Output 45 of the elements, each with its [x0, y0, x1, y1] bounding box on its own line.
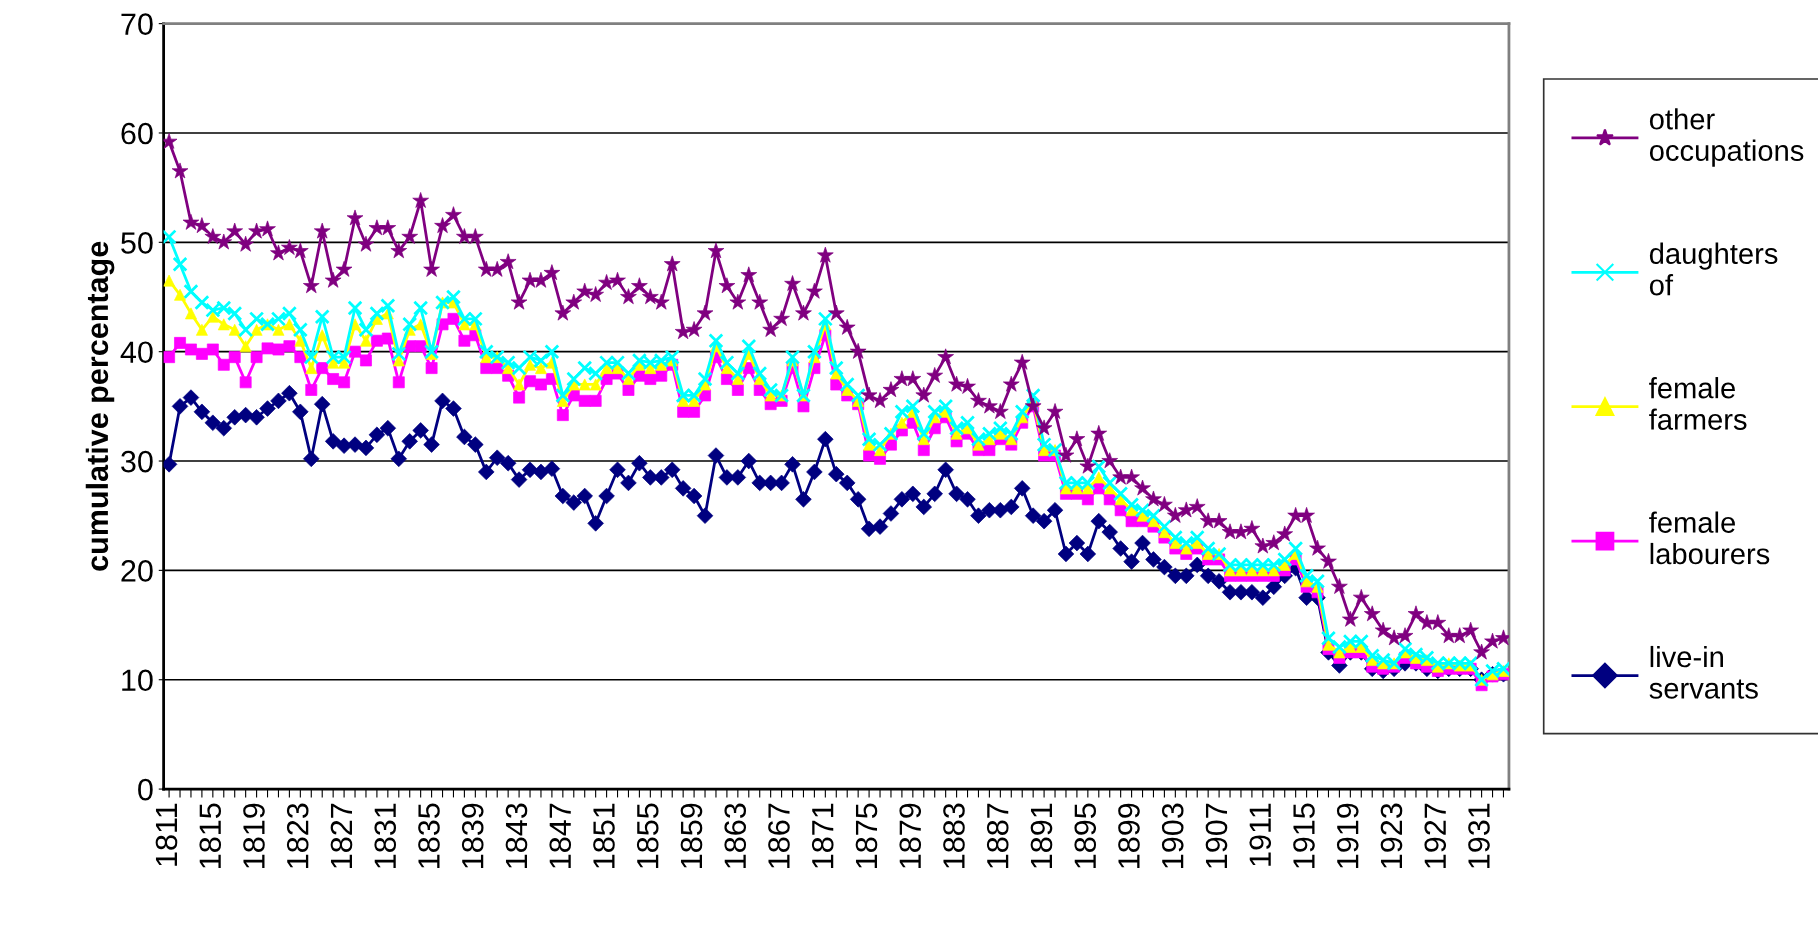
y-tick-label: 20 [121, 560, 153, 582]
x-tick-label: 1859 [680, 803, 703, 868]
legend-label: other occupations [1649, 108, 1804, 167]
x-tick-label: 1855 [636, 803, 659, 868]
legend-label: female farmers [1649, 377, 1747, 430]
x-tick-label: 1907 [1205, 803, 1228, 868]
x-tick-label: 1851 [593, 803, 615, 868]
legend-label: live-in servants [1649, 645, 1758, 699]
x-tick-label: 1835 [418, 803, 440, 868]
x-tick-label: 1823 [286, 803, 309, 868]
x-tick-label: 1839 [461, 803, 484, 868]
legend-label: daughters of [1649, 242, 1778, 296]
x-tick-label: 1843 [505, 803, 528, 868]
x-tick-label: 1911 [1249, 803, 1272, 866]
x-tick-label: 1879 [899, 803, 922, 868]
x-tick-label: 1903 [1161, 803, 1184, 868]
x-tick-label: 1927 [1424, 803, 1447, 868]
y-tick-label: 40 [120, 341, 153, 364]
x-tick-label: 1915 [1293, 803, 1315, 868]
x-tick-label: 1899 [1118, 803, 1140, 868]
x-tick-label: 1847 [549, 803, 572, 868]
x-tick-label: 1863 [724, 803, 747, 868]
y-tick-label: 50 [121, 232, 153, 254]
legend-label: female labourers [1649, 511, 1770, 565]
y-tick-label: 70 [121, 13, 153, 35]
x-tick-label: 1883 [943, 803, 965, 868]
x-tick-label: 1867 [768, 803, 790, 868]
x-tick-label: 1891 [1030, 803, 1053, 868]
y-tick-label: 10 [122, 669, 153, 692]
x-tick-label: 1819 [243, 803, 265, 868]
x-tick-label: 1895 [1074, 803, 1097, 868]
x-tick-label: 1811 [155, 803, 178, 866]
x-tick-label: 1887 [986, 803, 1009, 868]
x-tick-label: 1931 [1468, 803, 1490, 868]
x-tick-label: 1827 [330, 803, 353, 868]
x-tick-label: 1815 [199, 803, 222, 868]
y-axis-title: cumulative percentage [85, 241, 115, 571]
y-tick-label: 60 [121, 122, 153, 145]
x-tick-label: 1923 [1380, 803, 1403, 868]
x-tick-label: 1831 [374, 803, 397, 868]
x-tick-label: 1871 [811, 803, 834, 868]
y-tick-label: 30 [121, 450, 153, 473]
x-tick-label: 1919 [1336, 803, 1359, 868]
y-tick-label: 0 [138, 778, 153, 801]
x-tick-label: 1875 [855, 803, 878, 868]
